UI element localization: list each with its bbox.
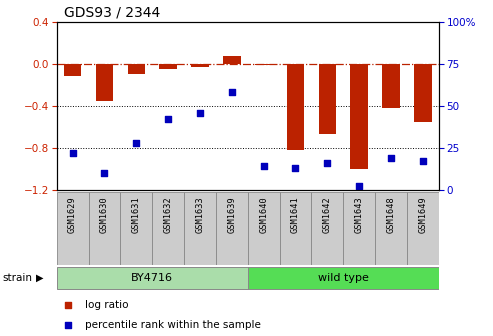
Text: GDS93 / 2344: GDS93 / 2344 xyxy=(64,5,161,19)
Text: strain: strain xyxy=(2,273,33,283)
Text: GSM1633: GSM1633 xyxy=(195,197,205,234)
Text: GSM1630: GSM1630 xyxy=(100,197,109,234)
Text: GSM1631: GSM1631 xyxy=(132,197,141,234)
Text: GSM1640: GSM1640 xyxy=(259,197,268,234)
Point xyxy=(132,140,140,145)
Point xyxy=(260,164,268,169)
Bar xyxy=(216,192,247,265)
Bar xyxy=(343,192,375,265)
Point xyxy=(419,159,427,164)
Bar xyxy=(414,64,431,122)
Point xyxy=(164,117,172,122)
Text: log ratio: log ratio xyxy=(85,300,129,310)
Bar xyxy=(184,192,216,265)
Bar xyxy=(152,192,184,265)
Point xyxy=(64,323,72,328)
Point xyxy=(228,90,236,95)
Text: ▶: ▶ xyxy=(35,273,43,283)
Bar xyxy=(247,192,280,265)
Bar xyxy=(382,64,400,108)
Bar xyxy=(57,192,89,265)
Point xyxy=(64,303,72,308)
Bar xyxy=(375,192,407,265)
Text: BY4716: BY4716 xyxy=(131,273,173,283)
Text: GSM1639: GSM1639 xyxy=(227,197,236,234)
Bar xyxy=(223,56,241,64)
Bar xyxy=(120,192,152,265)
Text: GSM1642: GSM1642 xyxy=(323,197,332,234)
Point xyxy=(355,184,363,189)
Bar xyxy=(64,64,81,77)
Bar xyxy=(128,64,145,74)
Bar xyxy=(255,64,273,65)
Bar xyxy=(287,64,304,150)
Text: wild type: wild type xyxy=(318,273,369,283)
Point xyxy=(69,150,76,156)
Bar xyxy=(312,192,343,265)
Bar xyxy=(191,64,209,67)
Bar xyxy=(318,64,336,134)
Bar xyxy=(159,64,177,69)
Bar xyxy=(89,192,120,265)
Text: GSM1649: GSM1649 xyxy=(419,197,427,234)
Bar xyxy=(247,267,439,289)
Bar xyxy=(351,64,368,169)
Point xyxy=(291,165,299,171)
Bar xyxy=(57,267,247,289)
Text: percentile rank within the sample: percentile rank within the sample xyxy=(85,320,261,330)
Text: GSM1643: GSM1643 xyxy=(354,197,364,234)
Point xyxy=(101,170,108,176)
Point xyxy=(387,155,395,161)
Text: GSM1641: GSM1641 xyxy=(291,197,300,234)
Point xyxy=(323,160,331,166)
Bar xyxy=(407,192,439,265)
Bar xyxy=(96,64,113,100)
Text: GSM1629: GSM1629 xyxy=(68,197,77,234)
Point xyxy=(196,110,204,115)
Bar xyxy=(280,192,312,265)
Text: GSM1632: GSM1632 xyxy=(164,197,173,234)
Text: GSM1648: GSM1648 xyxy=(387,197,395,234)
